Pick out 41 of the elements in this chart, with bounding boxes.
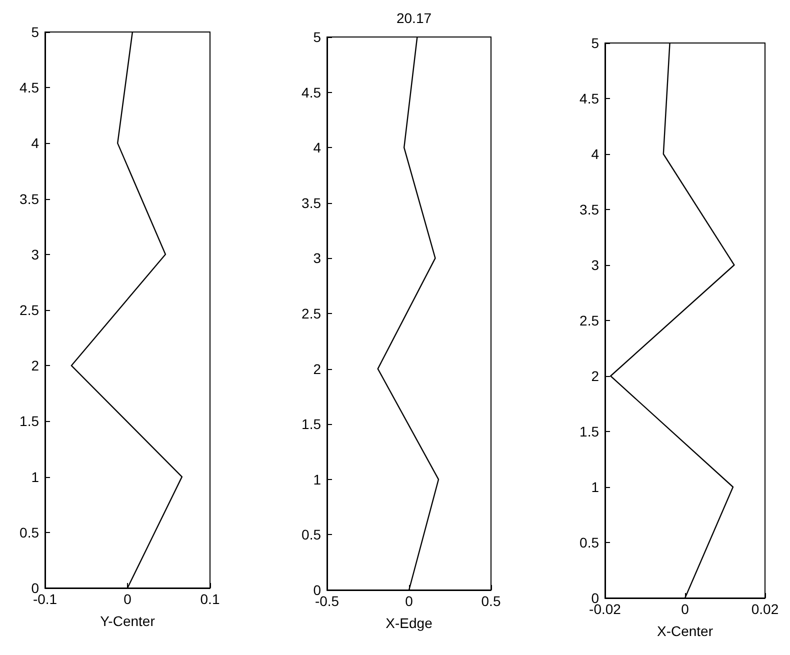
- y-tick-label: 2.5: [302, 306, 322, 322]
- y-tick-label: 1: [313, 471, 322, 488]
- y-tick-label: 4.5: [302, 84, 322, 100]
- y-tick-label: 0.5: [580, 534, 600, 550]
- x-tick-label: 0: [124, 591, 132, 607]
- y-tick-label: 2.5: [20, 302, 40, 318]
- y-tick-label: 4: [313, 140, 322, 156]
- y-tick-label: 5: [31, 24, 40, 40]
- y-tick-label: 3.5: [580, 202, 600, 218]
- y-tick-label: 2: [591, 368, 600, 384]
- y-tick-label: 2.5: [580, 312, 600, 328]
- y-tick-label: 4.5: [20, 80, 40, 96]
- y-tick-label: 0.5: [20, 524, 40, 540]
- y-tick-label: 5: [591, 35, 600, 51]
- y-tick-label: 1: [31, 468, 40, 485]
- y-tick-label: 1: [591, 479, 600, 495]
- y-tick-label: 2: [313, 360, 322, 377]
- x-tick-label: 0.02: [751, 601, 779, 617]
- x-axis-title: X-Center: [656, 623, 714, 639]
- y-tick-label: 3: [591, 257, 600, 273]
- x-tick-label: 0: [405, 593, 414, 609]
- y-tick-label: 3.5: [20, 190, 40, 207]
- x-tick-label: 0.1: [200, 591, 220, 607]
- y-tick-label: 4: [31, 135, 40, 152]
- y-tick-label: 2: [31, 358, 40, 374]
- y-tick-label: 4: [591, 146, 600, 162]
- y-tick-label: 1.5: [302, 416, 322, 432]
- chart-title: 20.17: [396, 10, 432, 26]
- x-tick-label: 0: [681, 601, 690, 617]
- x-axis-title: X-Edge: [386, 615, 433, 631]
- x-axis-title: Y-Center: [100, 613, 156, 629]
- y-tick-label: 0: [31, 580, 40, 596]
- y-tick-label: 0.5: [302, 526, 322, 543]
- y-tick-label: 1.5: [20, 413, 40, 430]
- y-tick-label: 5: [313, 29, 322, 45]
- y-tick-label: 3: [313, 250, 322, 266]
- y-tick-label: 1.5: [580, 424, 600, 440]
- x-tick-label: 0.5: [481, 593, 501, 609]
- y-tick-label: 4.5: [580, 90, 600, 106]
- y-tick-label: 3.5: [302, 194, 322, 211]
- y-tick-label: 3: [31, 246, 40, 262]
